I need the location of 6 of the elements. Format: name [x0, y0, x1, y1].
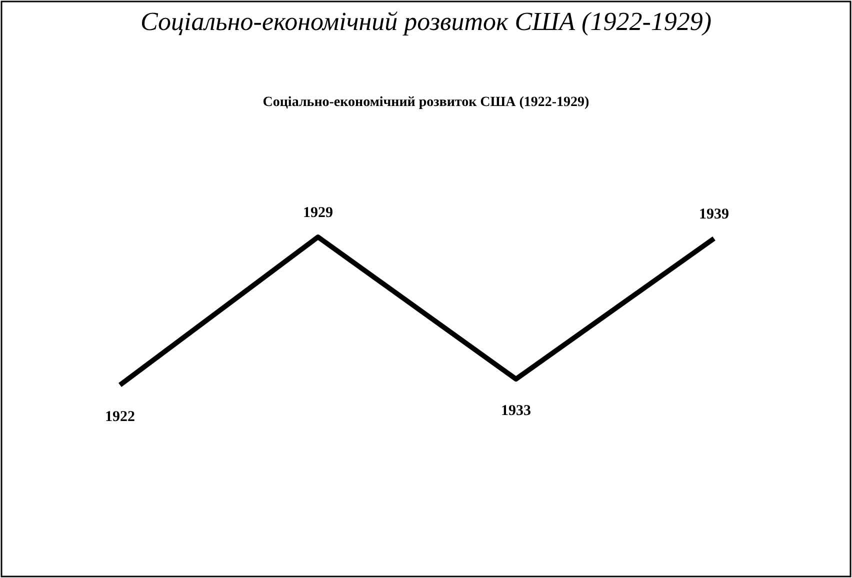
chart-title: Соціально-економічний розвиток США (1922-1929) — [140, 7, 712, 36]
x-tick-label: 1939 — [699, 206, 729, 222]
x-tick-label: 1933 — [501, 403, 531, 420]
x-tick-label: 1922 — [105, 409, 135, 425]
x-tick-label: 1929 — [303, 205, 333, 221]
chart-subtitle: Соціально-економічний розвиток США (1922-1929) — [262, 95, 590, 110]
